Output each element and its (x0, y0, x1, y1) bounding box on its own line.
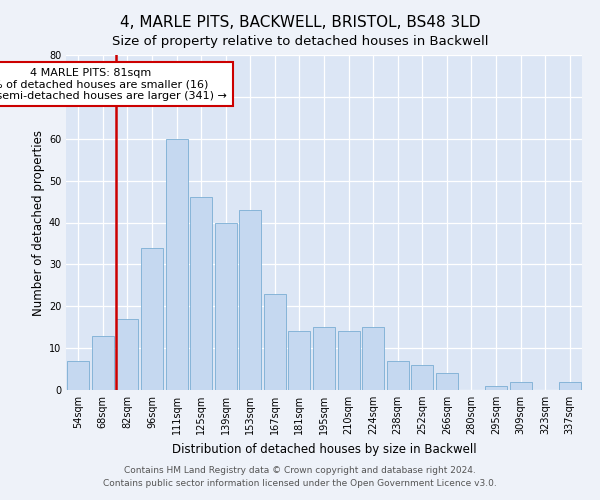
Text: Size of property relative to detached houses in Backwell: Size of property relative to detached ho… (112, 35, 488, 48)
Text: 4 MARLE PITS: 81sqm
← 4% of detached houses are smaller (16)
96% of semi-detache: 4 MARLE PITS: 81sqm ← 4% of detached hou… (0, 68, 227, 101)
Bar (313, 327, 335, 390)
Bar (92, 336, 114, 390)
Bar (485, 386, 507, 390)
Bar (215, 222, 237, 390)
Bar (289, 332, 310, 390)
Bar (116, 319, 139, 390)
Bar (559, 382, 581, 390)
Y-axis label: Number of detached properties: Number of detached properties (32, 130, 44, 316)
Bar (239, 210, 262, 390)
Text: Contains HM Land Registry data © Crown copyright and database right 2024.
Contai: Contains HM Land Registry data © Crown c… (103, 466, 497, 487)
Text: 4, MARLE PITS, BACKWELL, BRISTOL, BS48 3LD: 4, MARLE PITS, BACKWELL, BRISTOL, BS48 3… (120, 15, 480, 30)
Bar (67, 360, 89, 390)
Bar (141, 248, 163, 390)
Bar (264, 294, 286, 390)
X-axis label: Distribution of detached houses by size in Backwell: Distribution of detached houses by size … (172, 442, 476, 456)
Bar (190, 198, 212, 390)
Bar (338, 332, 359, 390)
Bar (411, 365, 433, 390)
Bar (166, 138, 188, 390)
Bar (386, 360, 409, 390)
Bar (436, 373, 458, 390)
Bar (509, 382, 532, 390)
Bar (362, 327, 384, 390)
